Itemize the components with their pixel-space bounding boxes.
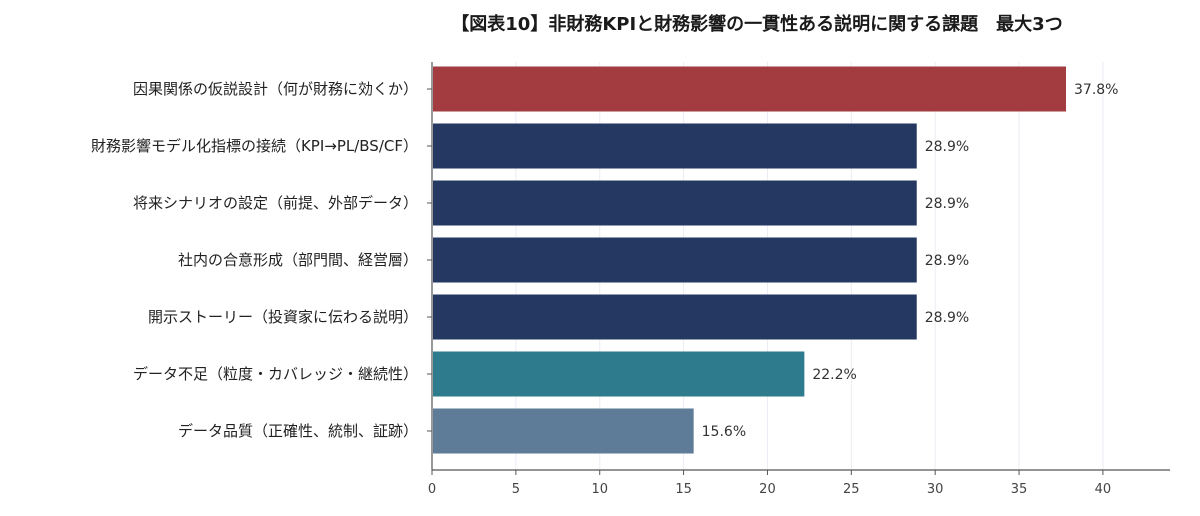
category-label: データ品質（正確性、統制、証跡） — [178, 422, 418, 440]
x-tick-label: 25 — [843, 482, 860, 497]
bar — [433, 123, 917, 169]
category-label: 将来シナリオの設定（前提、外部データ） — [133, 194, 418, 212]
bar — [433, 408, 694, 454]
x-tick-label: 0 — [428, 482, 436, 497]
value-label: 28.9% — [925, 253, 969, 269]
bar — [433, 237, 917, 283]
category-label: 因果関係の仮説設計（何が財務に効くか） — [133, 80, 418, 98]
category-labels: 因果関係の仮説設計（何が財務に効くか） 財務影響モデル化指標の接続（KPI→PL/… — [91, 80, 418, 440]
x-tick-label: 5 — [512, 482, 520, 497]
x-tick-label: 20 — [759, 482, 776, 497]
x-tick-label: 15 — [675, 482, 692, 497]
category-label: 開示ストーリー（投資家に伝わる説明） — [148, 308, 418, 326]
x-tick-label: 40 — [1095, 482, 1112, 497]
x-tick-label: 30 — [927, 482, 944, 497]
bar — [433, 66, 1067, 112]
bar — [433, 180, 917, 226]
value-labels: 37.8% 28.9% 28.9% 28.9% 28.9% 22.2% 15.6% — [702, 82, 1119, 440]
bar — [433, 351, 805, 397]
x-tick-label: 35 — [1011, 482, 1028, 497]
x-axis: 0 5 10 15 20 25 30 35 40 — [427, 62, 1170, 497]
chart-title: 【図表10】非財務KPIと財務影響の一貫性ある説明に関する課題 最大3つ — [451, 13, 1062, 35]
value-label: 28.9% — [925, 310, 969, 326]
value-label: 28.9% — [925, 196, 969, 212]
category-label: データ不足（粒度・カバレッジ・継続性） — [133, 365, 418, 383]
category-label: 財務影響モデル化指標の接続（KPI→PL/BS/CF） — [91, 137, 418, 155]
category-label: 社内の合意形成（部門間、経営層） — [178, 251, 418, 269]
value-label: 28.9% — [925, 139, 969, 155]
bar — [433, 294, 917, 340]
bars — [433, 66, 1067, 454]
value-label: 37.8% — [1074, 82, 1118, 98]
value-label: 22.2% — [812, 367, 856, 383]
x-tick-label: 10 — [591, 482, 608, 497]
value-label: 15.6% — [702, 424, 746, 440]
